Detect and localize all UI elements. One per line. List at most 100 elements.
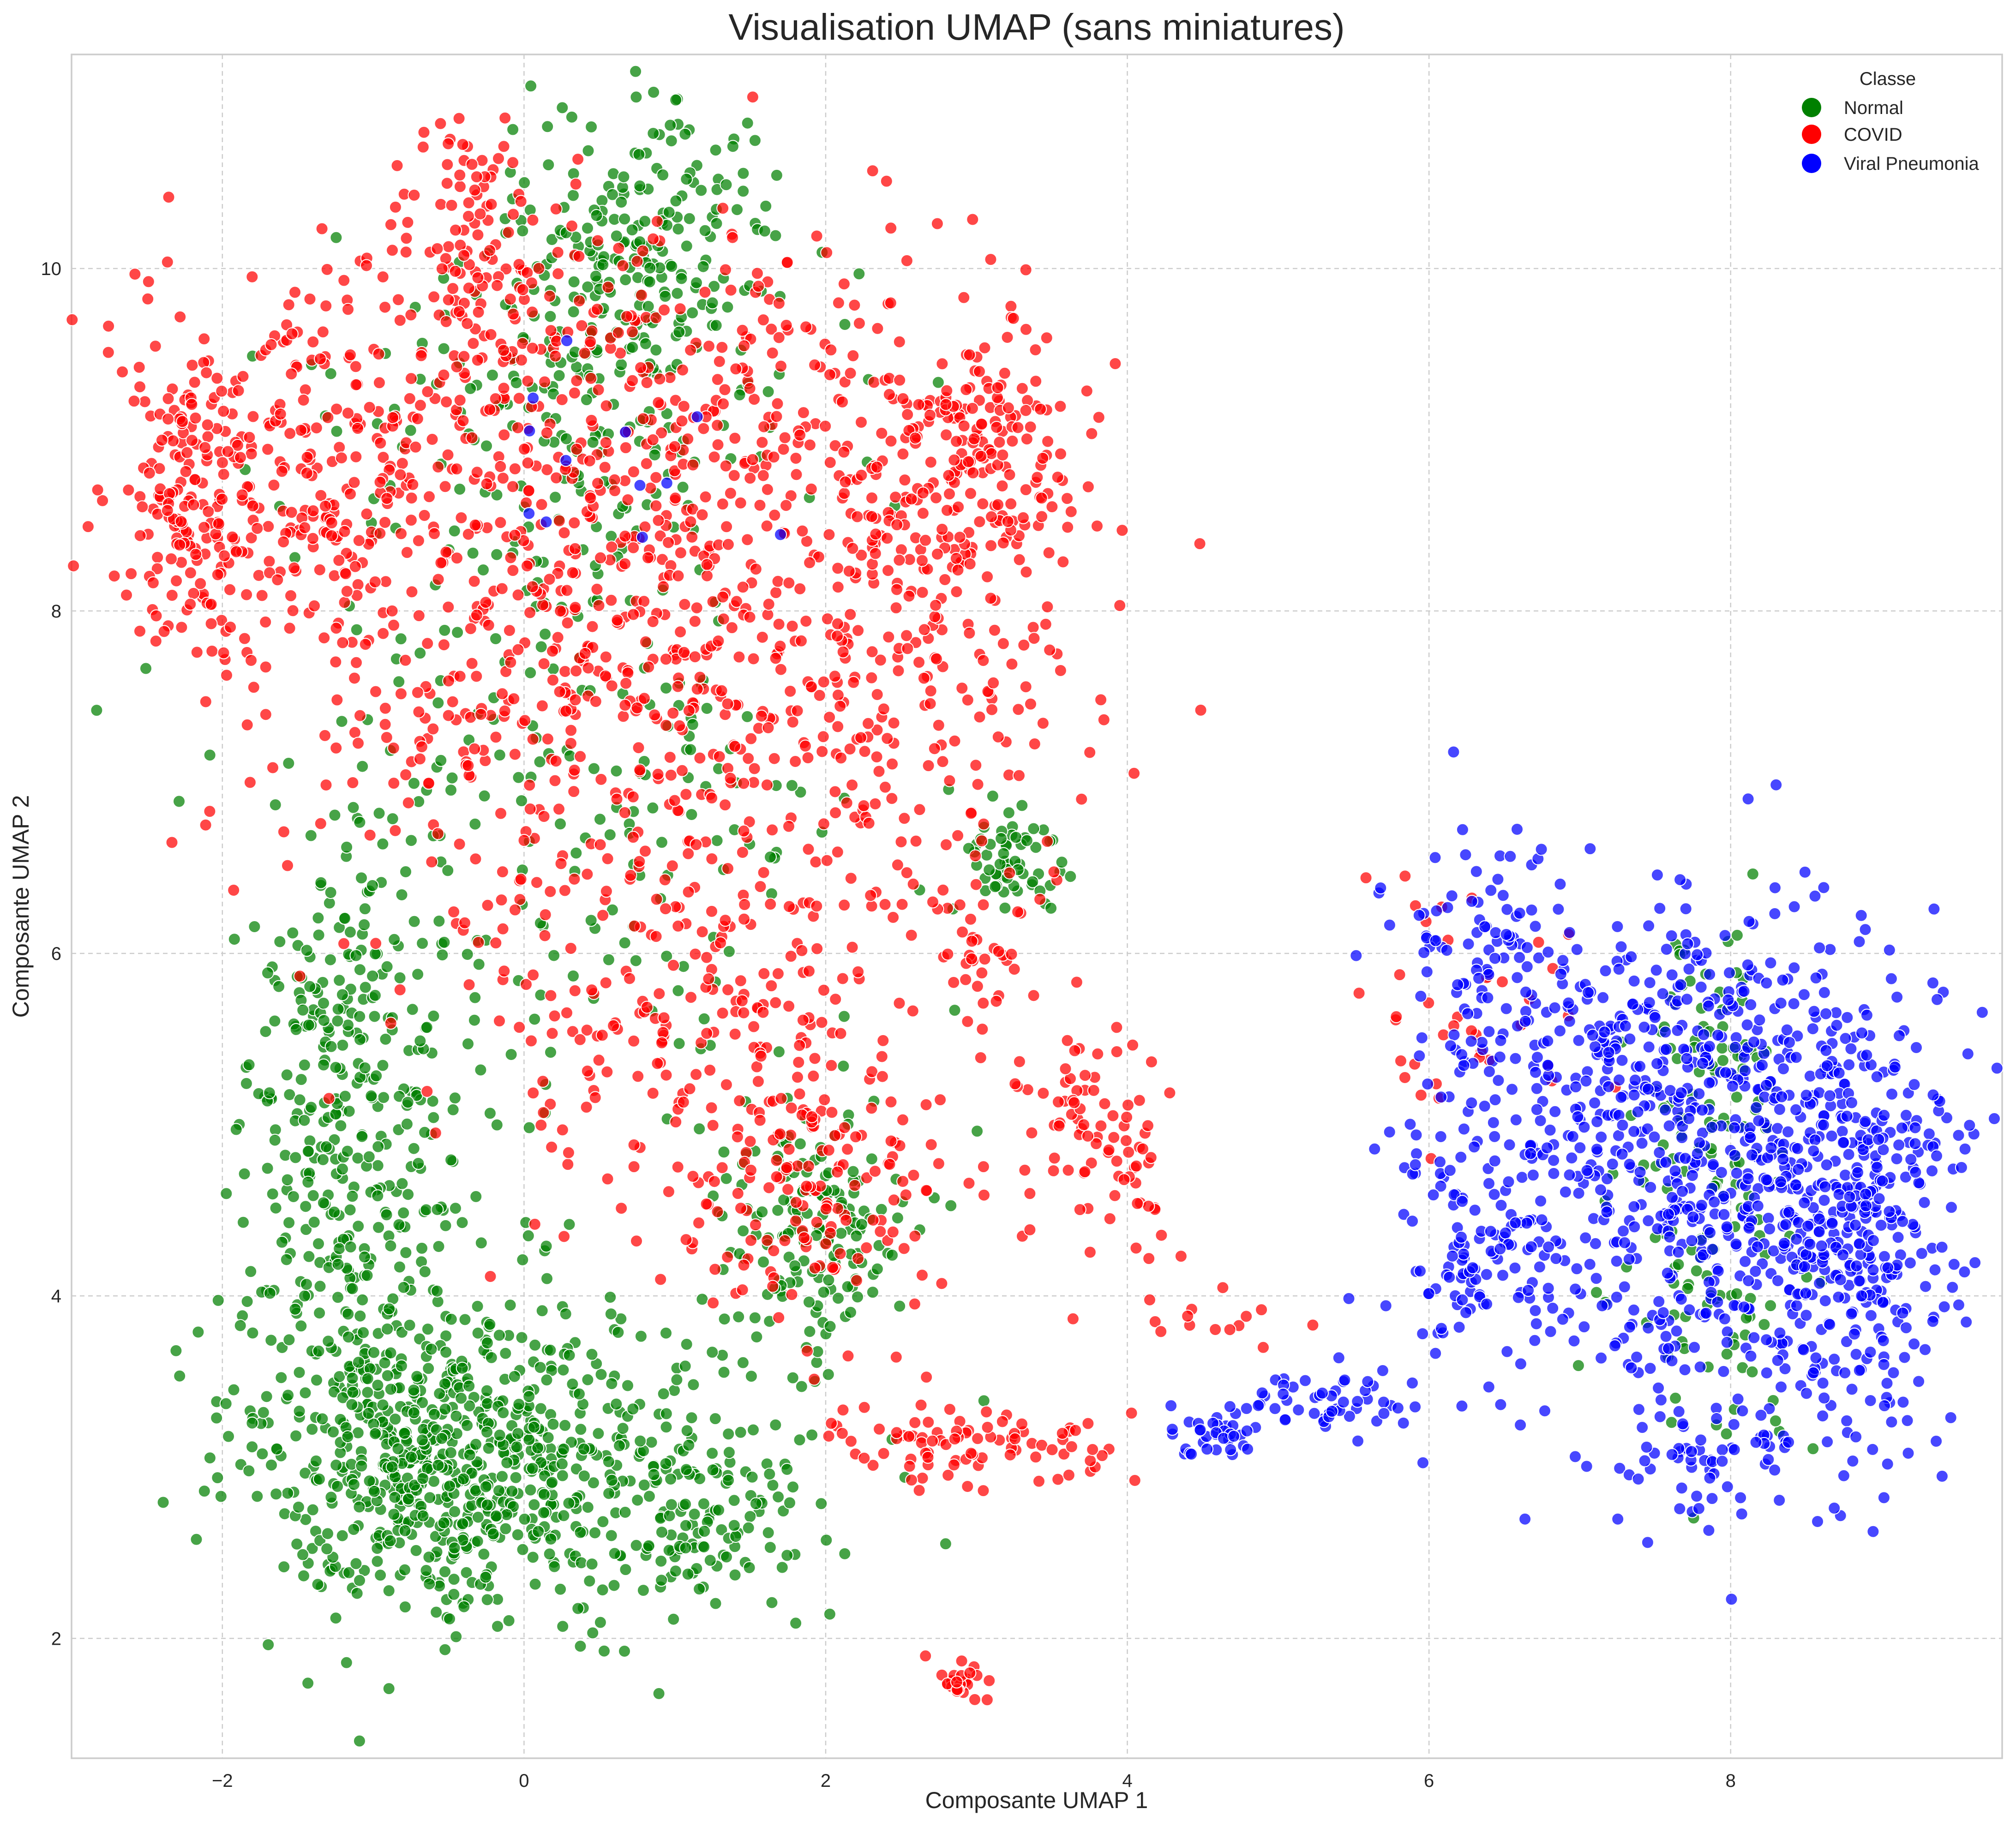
data-point-covid [747, 1020, 761, 1033]
data-point-normal [439, 1346, 453, 1359]
data-point-normal [544, 1533, 558, 1545]
data-point-normal [414, 1034, 427, 1048]
data-point-covid [1040, 331, 1053, 345]
data-point-normal [891, 1211, 904, 1225]
data-point-normal [596, 1583, 609, 1597]
data-point-normal [365, 1089, 378, 1102]
data-point-covid [980, 1405, 993, 1419]
data-point-covid [662, 536, 675, 549]
data-point-normal [504, 1048, 518, 1061]
data-point-covid [735, 994, 749, 1007]
data-point-covid [810, 229, 823, 243]
data-point-covid [497, 344, 510, 357]
data-point-normal [479, 1570, 492, 1584]
data-point-covid [820, 854, 834, 867]
data-point-covid [996, 449, 1009, 461]
data-point-normal [210, 1411, 223, 1425]
data-point-covid [427, 290, 441, 304]
data-point-covid [805, 1110, 819, 1123]
data-point-viral-pneumonia [1590, 1143, 1603, 1156]
data-point-covid [369, 937, 383, 950]
data-point-covid [1103, 1212, 1116, 1225]
data-point-covid [878, 898, 892, 911]
data-point-covid [993, 436, 1006, 449]
data-point-normal [786, 1480, 799, 1494]
data-point-covid [721, 697, 734, 711]
data-point-viral-pneumonia [1853, 935, 1866, 948]
data-point-normal [511, 1427, 525, 1440]
data-point-covid [846, 349, 860, 362]
data-point-covid [232, 384, 245, 397]
data-point-covid [791, 1071, 804, 1084]
data-point-viral-pneumonia [1728, 1041, 1742, 1054]
data-point-covid [523, 606, 537, 619]
data-point-covid [905, 1474, 918, 1487]
data-point-covid [962, 455, 975, 468]
data-point-normal [720, 1172, 733, 1185]
data-point-normal [486, 368, 499, 382]
data-point-covid [1120, 1134, 1133, 1147]
data-point-covid [992, 945, 1005, 958]
data-point-covid [1064, 505, 1078, 518]
data-point-covid [902, 1430, 916, 1443]
data-point-covid [600, 885, 613, 898]
data-point-covid [696, 508, 709, 521]
data-point-covid [535, 699, 549, 713]
data-point-covid [226, 530, 239, 544]
data-point-normal [1758, 1318, 1771, 1331]
data-point-normal [462, 1379, 476, 1393]
data-point-covid [705, 905, 718, 918]
data-point-covid [698, 286, 712, 299]
data-point-normal [832, 1292, 845, 1305]
data-point-covid [462, 210, 475, 223]
data-point-covid [400, 546, 414, 559]
data-point-normal [321, 1527, 334, 1540]
data-point-covid [815, 1016, 828, 1029]
data-point-covid [601, 281, 615, 294]
data-point-covid [1035, 491, 1048, 505]
data-point-covid [1051, 471, 1064, 484]
data-point-normal [695, 184, 708, 197]
data-point-covid [916, 1472, 929, 1485]
data-point-normal [618, 212, 631, 226]
data-point-normal [372, 807, 386, 820]
data-point-covid [839, 475, 852, 489]
data-point-covid [594, 838, 607, 851]
data-point-covid [688, 650, 702, 664]
data-point-covid [190, 646, 204, 659]
data-point-normal [393, 1260, 406, 1274]
data-point-normal [549, 491, 562, 504]
data-point-normal [415, 1241, 428, 1255]
data-point-normal [432, 915, 446, 928]
data-point-covid [127, 395, 141, 408]
data-point-normal [633, 180, 647, 192]
data-point-normal [642, 1539, 655, 1552]
data-point-normal [347, 1523, 360, 1536]
data-point-covid [483, 403, 497, 416]
data-point-normal [432, 1459, 445, 1472]
data-point-covid [583, 454, 596, 467]
data-point-covid [684, 343, 697, 357]
data-point-normal [372, 1140, 385, 1153]
data-point-covid [1131, 1197, 1144, 1210]
data-point-covid [155, 433, 168, 447]
data-point-covid [348, 671, 361, 685]
data-point-covid [551, 631, 564, 644]
data-point-covid [102, 319, 115, 333]
data-point-covid [368, 575, 382, 588]
data-point-normal [340, 840, 354, 854]
data-point-normal [636, 1584, 650, 1597]
data-point-covid [967, 432, 981, 445]
data-point-covid [574, 750, 587, 763]
data-point-normal [594, 1368, 608, 1381]
data-point-covid [284, 589, 297, 602]
data-point-covid [449, 223, 462, 237]
data-point-covid [251, 522, 264, 535]
data-point-covid [771, 967, 785, 980]
data-point-normal [416, 1509, 430, 1522]
data-point-covid [558, 526, 571, 539]
data-point-covid [1098, 1097, 1111, 1110]
data-point-covid [646, 615, 660, 628]
data-point-covid [210, 371, 224, 385]
data-point-covid [816, 730, 830, 743]
